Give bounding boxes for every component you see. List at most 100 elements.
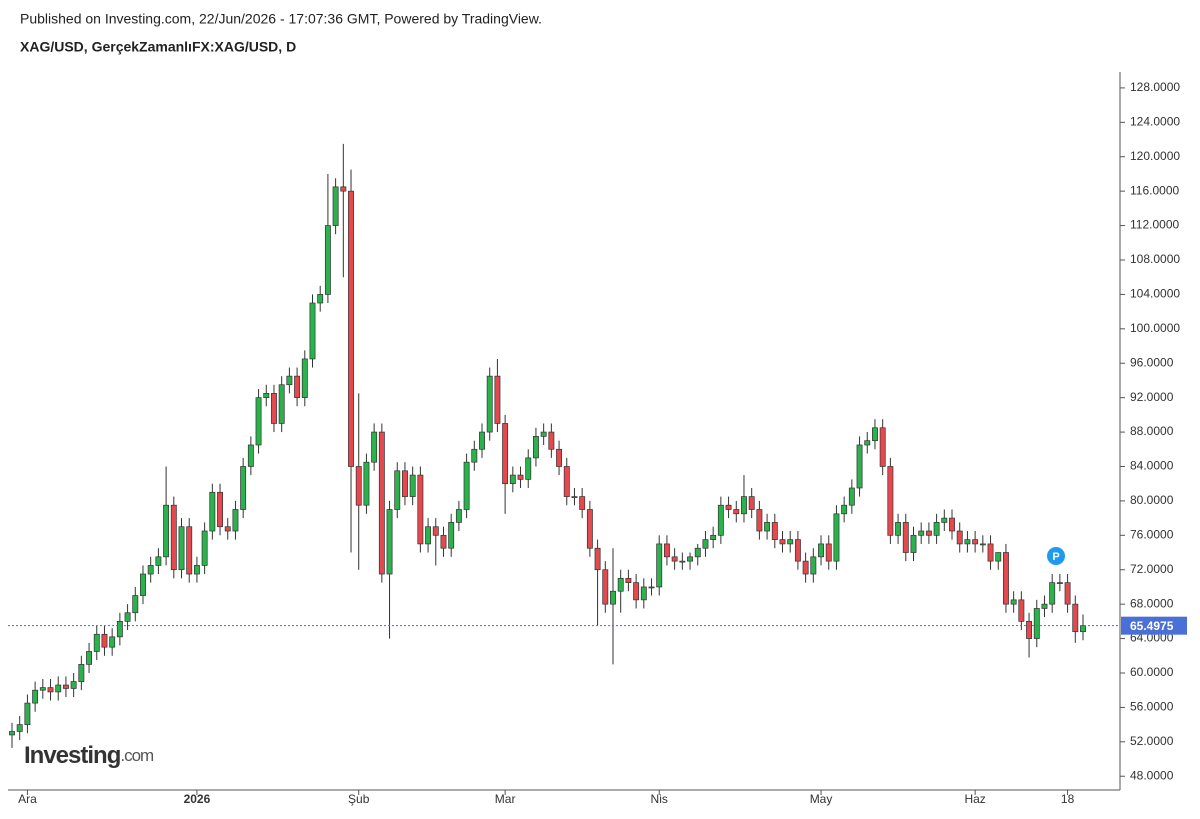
candle-body bbox=[494, 375, 501, 424]
marker-badge bbox=[1047, 547, 1065, 565]
candle-body bbox=[93, 633, 100, 652]
candle-body bbox=[209, 491, 216, 532]
candle-body bbox=[556, 448, 563, 467]
candle-body bbox=[594, 547, 601, 571]
candle-body bbox=[301, 358, 308, 399]
candle-body bbox=[1049, 582, 1056, 605]
y-tick-label: 48.0000 bbox=[1130, 768, 1174, 782]
candle-body bbox=[540, 431, 547, 437]
candle-body bbox=[741, 496, 747, 515]
y-tick-label: 108.0000 bbox=[1130, 252, 1180, 266]
candle-body bbox=[1080, 625, 1086, 633]
candle-body bbox=[255, 397, 262, 446]
candle-body bbox=[610, 590, 616, 605]
candle-body bbox=[386, 509, 393, 575]
y-tick-label: 52.0000 bbox=[1130, 734, 1174, 748]
x-tick-label: Nis bbox=[651, 792, 668, 806]
plot bbox=[9, 143, 1086, 748]
candle-body bbox=[979, 543, 986, 546]
candle-body bbox=[371, 431, 378, 463]
candle-body bbox=[841, 504, 848, 515]
candle-body bbox=[340, 186, 347, 192]
candle-body bbox=[170, 504, 177, 571]
candle-body bbox=[748, 496, 755, 510]
candle-body bbox=[879, 427, 886, 467]
candle-body bbox=[856, 444, 863, 489]
candle-body bbox=[825, 543, 832, 562]
candle-body bbox=[1010, 599, 1017, 605]
candle-body bbox=[702, 539, 709, 549]
candle-body bbox=[394, 470, 401, 510]
y-tick-label: 112.0000 bbox=[1130, 218, 1179, 232]
candle-body bbox=[109, 636, 116, 648]
candle-body bbox=[502, 423, 509, 485]
candle-body bbox=[278, 384, 285, 424]
candle-body bbox=[224, 526, 231, 532]
candle-body bbox=[1064, 582, 1071, 605]
candle-body bbox=[486, 375, 493, 433]
candle-body bbox=[1018, 599, 1025, 622]
candle-body bbox=[317, 294, 324, 304]
candle-body bbox=[694, 547, 701, 558]
candle-body bbox=[563, 466, 570, 497]
candle-body bbox=[517, 474, 524, 480]
x-tick-label: Haz bbox=[964, 792, 985, 806]
candle-body bbox=[887, 466, 894, 536]
candle-body bbox=[163, 504, 170, 558]
candle-body bbox=[417, 474, 424, 545]
candle-body bbox=[425, 526, 432, 545]
candle-body bbox=[756, 509, 763, 532]
y-tick-label: 92.0000 bbox=[1130, 390, 1174, 404]
candle-body bbox=[240, 466, 247, 510]
candle-body bbox=[771, 522, 778, 540]
candle-body bbox=[78, 664, 85, 682]
candle-body bbox=[532, 436, 539, 459]
x-tick-label: 2026 bbox=[184, 792, 211, 806]
y-tick-label: 68.0000 bbox=[1130, 596, 1174, 610]
x-tick-label: May bbox=[810, 792, 833, 806]
candle-body bbox=[848, 487, 855, 506]
candle-body bbox=[432, 526, 439, 536]
candle-body bbox=[39, 687, 46, 691]
last-price-box bbox=[1121, 616, 1187, 635]
candle-body bbox=[964, 539, 971, 545]
candle-body bbox=[779, 539, 786, 545]
candle-body bbox=[479, 431, 485, 450]
y-tick-label: 100.0000 bbox=[1130, 321, 1180, 335]
candle-body bbox=[956, 530, 963, 545]
candle-body bbox=[764, 522, 771, 532]
candle-body bbox=[972, 539, 979, 545]
candle-body bbox=[818, 543, 824, 558]
candle-body bbox=[902, 522, 909, 553]
candle-body bbox=[363, 461, 370, 506]
candle-body bbox=[263, 393, 270, 399]
y-tick-label: 104.0000 bbox=[1130, 287, 1180, 301]
candle-body bbox=[471, 448, 478, 463]
y-tick-label: 128.0000 bbox=[1130, 80, 1180, 94]
candle-body bbox=[463, 461, 470, 510]
candle-body bbox=[70, 681, 77, 689]
candle-body bbox=[332, 186, 339, 226]
candle-body bbox=[147, 565, 154, 575]
candle-body bbox=[24, 702, 31, 725]
candle-body bbox=[378, 431, 385, 575]
candle-body bbox=[733, 509, 740, 515]
candle-body bbox=[918, 530, 925, 536]
y-tick-label: 88.0000 bbox=[1130, 424, 1174, 438]
candle-body bbox=[717, 504, 724, 536]
candle-body bbox=[995, 552, 1002, 562]
candle-body bbox=[933, 522, 940, 536]
candle-body bbox=[232, 509, 239, 532]
candle-body bbox=[286, 375, 293, 386]
candle-body bbox=[201, 530, 208, 566]
candle-body bbox=[949, 517, 955, 532]
candle-body bbox=[116, 621, 123, 638]
candle-body bbox=[941, 517, 948, 523]
candle-body bbox=[833, 513, 840, 562]
candle-body bbox=[1072, 603, 1079, 633]
candle-body bbox=[16, 724, 23, 732]
chart-title: XAG/USD, GerçekZamanlıFX:XAG/USD, D bbox=[20, 39, 296, 55]
y-tick-label: 56.0000 bbox=[1130, 700, 1174, 714]
candle-body bbox=[355, 466, 362, 506]
candle-body bbox=[101, 633, 108, 648]
